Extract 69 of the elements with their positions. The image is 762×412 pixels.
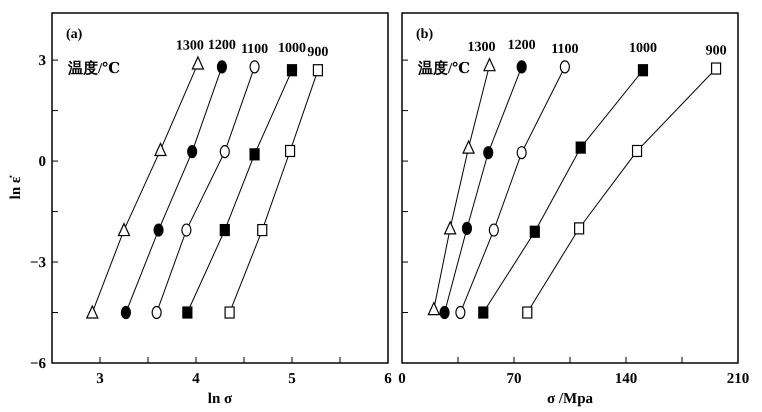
point — [220, 145, 230, 158]
point — [516, 146, 527, 160]
point — [462, 222, 472, 235]
point — [560, 60, 570, 74]
point — [488, 223, 499, 237]
annotation: (a) — [66, 27, 83, 42]
point — [182, 306, 192, 319]
point — [284, 144, 296, 158]
x-tick-label: 3 — [96, 371, 104, 387]
y-tick-label: −6 — [30, 356, 46, 372]
x-tick-label: 140 — [614, 371, 638, 387]
point — [439, 306, 450, 320]
point — [455, 306, 466, 320]
legend-title: 温度/℃ — [67, 59, 120, 77]
point — [522, 306, 532, 319]
point — [478, 306, 488, 319]
x-tick-label: 4 — [192, 371, 200, 387]
point — [576, 142, 586, 154]
x-tick-label: 70 — [506, 371, 522, 387]
point — [638, 64, 648, 76]
x-tick-label: 6 — [384, 371, 392, 387]
annotation: (b) — [416, 27, 434, 42]
series-label: 1000 — [278, 41, 306, 56]
x-tick-label: 210 — [726, 371, 750, 387]
point — [483, 146, 494, 160]
point — [257, 224, 268, 236]
point — [710, 62, 722, 75]
y-tick-label: −3 — [30, 255, 46, 272]
series-label: 1200 — [508, 38, 536, 53]
series-label: 1200 — [208, 38, 236, 53]
series-label: 1300 — [468, 40, 496, 56]
point — [187, 145, 198, 158]
point — [192, 56, 204, 70]
y-axis-title: ln ε̇ — [8, 174, 24, 200]
point — [220, 224, 230, 236]
point — [483, 58, 496, 72]
series-label: 900 — [706, 44, 727, 59]
point — [632, 144, 642, 158]
point — [428, 302, 440, 316]
point — [444, 221, 456, 234]
legend-title: 温度/℃ — [417, 59, 470, 77]
point — [249, 148, 260, 160]
point — [286, 64, 298, 76]
series-label: 1100 — [240, 42, 268, 57]
x-tick-label: 0 — [398, 371, 406, 387]
y-tick-label: 3 — [38, 53, 46, 70]
series-label: 1100 — [551, 42, 578, 57]
series-label: 1300 — [176, 38, 204, 54]
point — [152, 306, 162, 320]
x-axis-title: σ /Mpa — [546, 391, 594, 407]
point — [574, 222, 584, 234]
x-tick-label: 5 — [288, 371, 296, 387]
point — [154, 142, 167, 156]
series-label: 900 — [307, 45, 328, 60]
point — [153, 223, 164, 237]
point — [530, 226, 540, 238]
point — [120, 306, 132, 320]
point — [516, 60, 527, 74]
point — [224, 306, 235, 319]
point — [462, 140, 475, 154]
y-tick-label: 0 — [38, 154, 46, 170]
x-axis-title: ln σ — [208, 391, 234, 407]
series-label: 1000 — [628, 41, 657, 56]
point — [216, 60, 228, 74]
point — [312, 64, 324, 76]
point — [181, 223, 192, 237]
point — [118, 222, 130, 236]
point — [86, 305, 98, 319]
point — [249, 60, 260, 74]
